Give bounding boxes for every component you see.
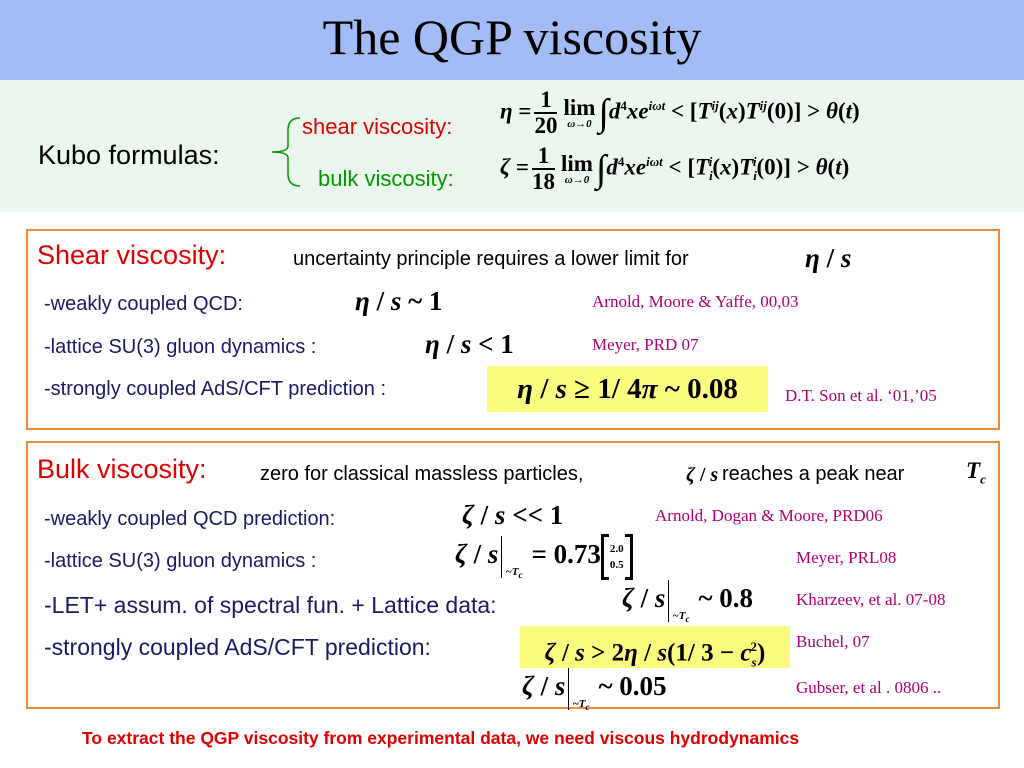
shear-row-weak-ref: Arnold, Moore & Yaffe, 00,03 (592, 292, 799, 311)
bulk-row-weak-label: -weakly coupled QCD prediction: (44, 508, 336, 530)
bulk-heading: Bulk viscosity: (37, 454, 207, 484)
bulk-viscosity-box (26, 441, 1000, 709)
shear-row-ads-ref: D.T. Son et al. ‘01,’05 (785, 386, 937, 405)
title-band (0, 0, 1024, 80)
bulk-row-let-formula: ζ / s ~Tc ~ 0.8 (622, 580, 753, 624)
shear-row-lattice-formula: η / s < 1 (425, 329, 514, 359)
slide-title: The QGP viscosity (322, 9, 702, 65)
shear-row-weak-formula: η / s ~ 1 (355, 286, 443, 316)
shear-row-lattice-label: -lattice SU(3) gluon dynamics : (44, 336, 317, 358)
bulk-row-gubser-ref: Gubser, et al . 0806 .. (796, 678, 942, 697)
bulk-intro-b: reaches a peak near (722, 463, 905, 485)
bulk-intro-a: zero for classical massless particles, (260, 463, 584, 485)
footer-note: To extract the QGP viscosity from experi… (82, 728, 800, 748)
bulk-row-gubser-formula: ζ / s ~Tc ~ 0.05 (522, 668, 666, 712)
eta-over-s-symbol: η / s (805, 243, 852, 273)
kubo-band (0, 80, 1024, 212)
bulk-row-lattice-formula: ζ / s ~Tc = 0.73 2.0 0.5 (455, 534, 633, 580)
shear-row-ads-label: -strongly coupled AdS/CFT prediction : (44, 378, 387, 400)
tc-symbol: Tc (966, 458, 986, 487)
bulk-row-let-ref: Kharzeev, et al. 07-08 (796, 590, 946, 609)
bulk-row-lattice-label: -lattice SU(3) gluon dynamics : (44, 550, 317, 572)
bulk-row-ads-label: -strongly coupled AdS/CFT prediction: (44, 634, 431, 660)
bulk-row-lattice-ref: Meyer, PRL08 (796, 548, 897, 567)
bulk-row-let-label: -LET+ assum. of spectral fun. + Lattice … (44, 592, 497, 618)
shear-row-weak-label: -weakly coupled QCD: (44, 293, 243, 315)
shear-row-lattice-ref: Meyer, PRD 07 (592, 335, 699, 354)
kubo-label: Kubo formulas: (38, 140, 220, 170)
bulk-row-weak-ref: Arnold, Dogan & Moore, PRD06 (655, 506, 883, 525)
bulk-viscosity-label: bulk viscosity: (318, 166, 454, 191)
shear-kubo-formula: η = 1 20 lim ω→0 ∫d4xeiωt < [Tij(x)Tij(0)] > … (500, 87, 860, 139)
bulk-row-ads-ref: Buchel, 07 (796, 632, 870, 651)
shear-intro: uncertainty principle requires a lower l… (293, 248, 689, 270)
kss-bound-formula: η / s ≥ 1/ 4π ~ 0.08 (487, 366, 768, 412)
shear-viscosity-label: shear viscosity: (302, 114, 453, 139)
zeta-over-s-symbol: ζ / s (686, 464, 719, 486)
buchel-bound-formula: ζ / s > 2η / s(1/ 3 − cs2) (520, 626, 790, 669)
kubo-brace (271, 117, 301, 187)
bulk-kubo-formula: ζ = 1 18 lim ω→0 ∫d4xeiωt < [Tii(x)Tii(0)] > … (500, 143, 850, 195)
bulk-row-weak-formula: ζ / s << 1 (462, 500, 564, 530)
shear-heading: Shear viscosity: (37, 240, 227, 270)
